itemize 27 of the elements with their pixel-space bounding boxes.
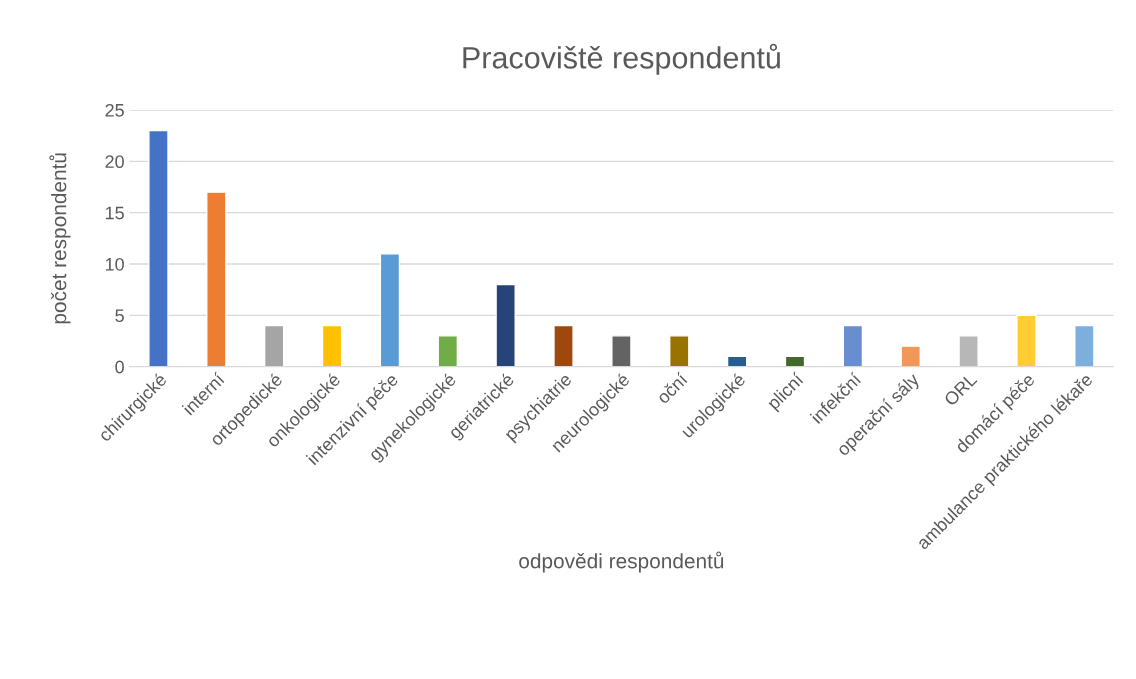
- bar: [148, 129, 169, 367]
- y-tick-label: 25: [105, 103, 124, 117]
- bar: [611, 335, 632, 367]
- x-tick-label: ORL: [943, 372, 978, 407]
- bar: [437, 335, 459, 367]
- y-tick-label: 0: [115, 360, 124, 374]
- bar: [726, 355, 748, 367]
- bar: [206, 191, 227, 367]
- y-axis-title: počet respondentů: [49, 153, 71, 324]
- bar: [1016, 314, 1037, 367]
- x-axis-title: odpovědi respondentů: [519, 551, 724, 573]
- bar: [379, 253, 401, 367]
- bar: [495, 283, 516, 367]
- bar: [900, 345, 921, 367]
- y-tick-label: 10: [105, 257, 124, 271]
- bar: [669, 335, 690, 367]
- bar: [263, 324, 285, 367]
- bar: [958, 335, 979, 367]
- y-tick-label: 15: [105, 206, 124, 220]
- chart-title: Pracoviště respondentů: [463, 43, 780, 75]
- bar: [321, 324, 343, 367]
- bar: [1074, 324, 1095, 367]
- bar: [784, 355, 806, 367]
- y-tick-label: 5: [115, 309, 124, 323]
- bar: [842, 324, 864, 367]
- bar: [553, 324, 574, 367]
- y-tick-label: 20: [105, 155, 124, 169]
